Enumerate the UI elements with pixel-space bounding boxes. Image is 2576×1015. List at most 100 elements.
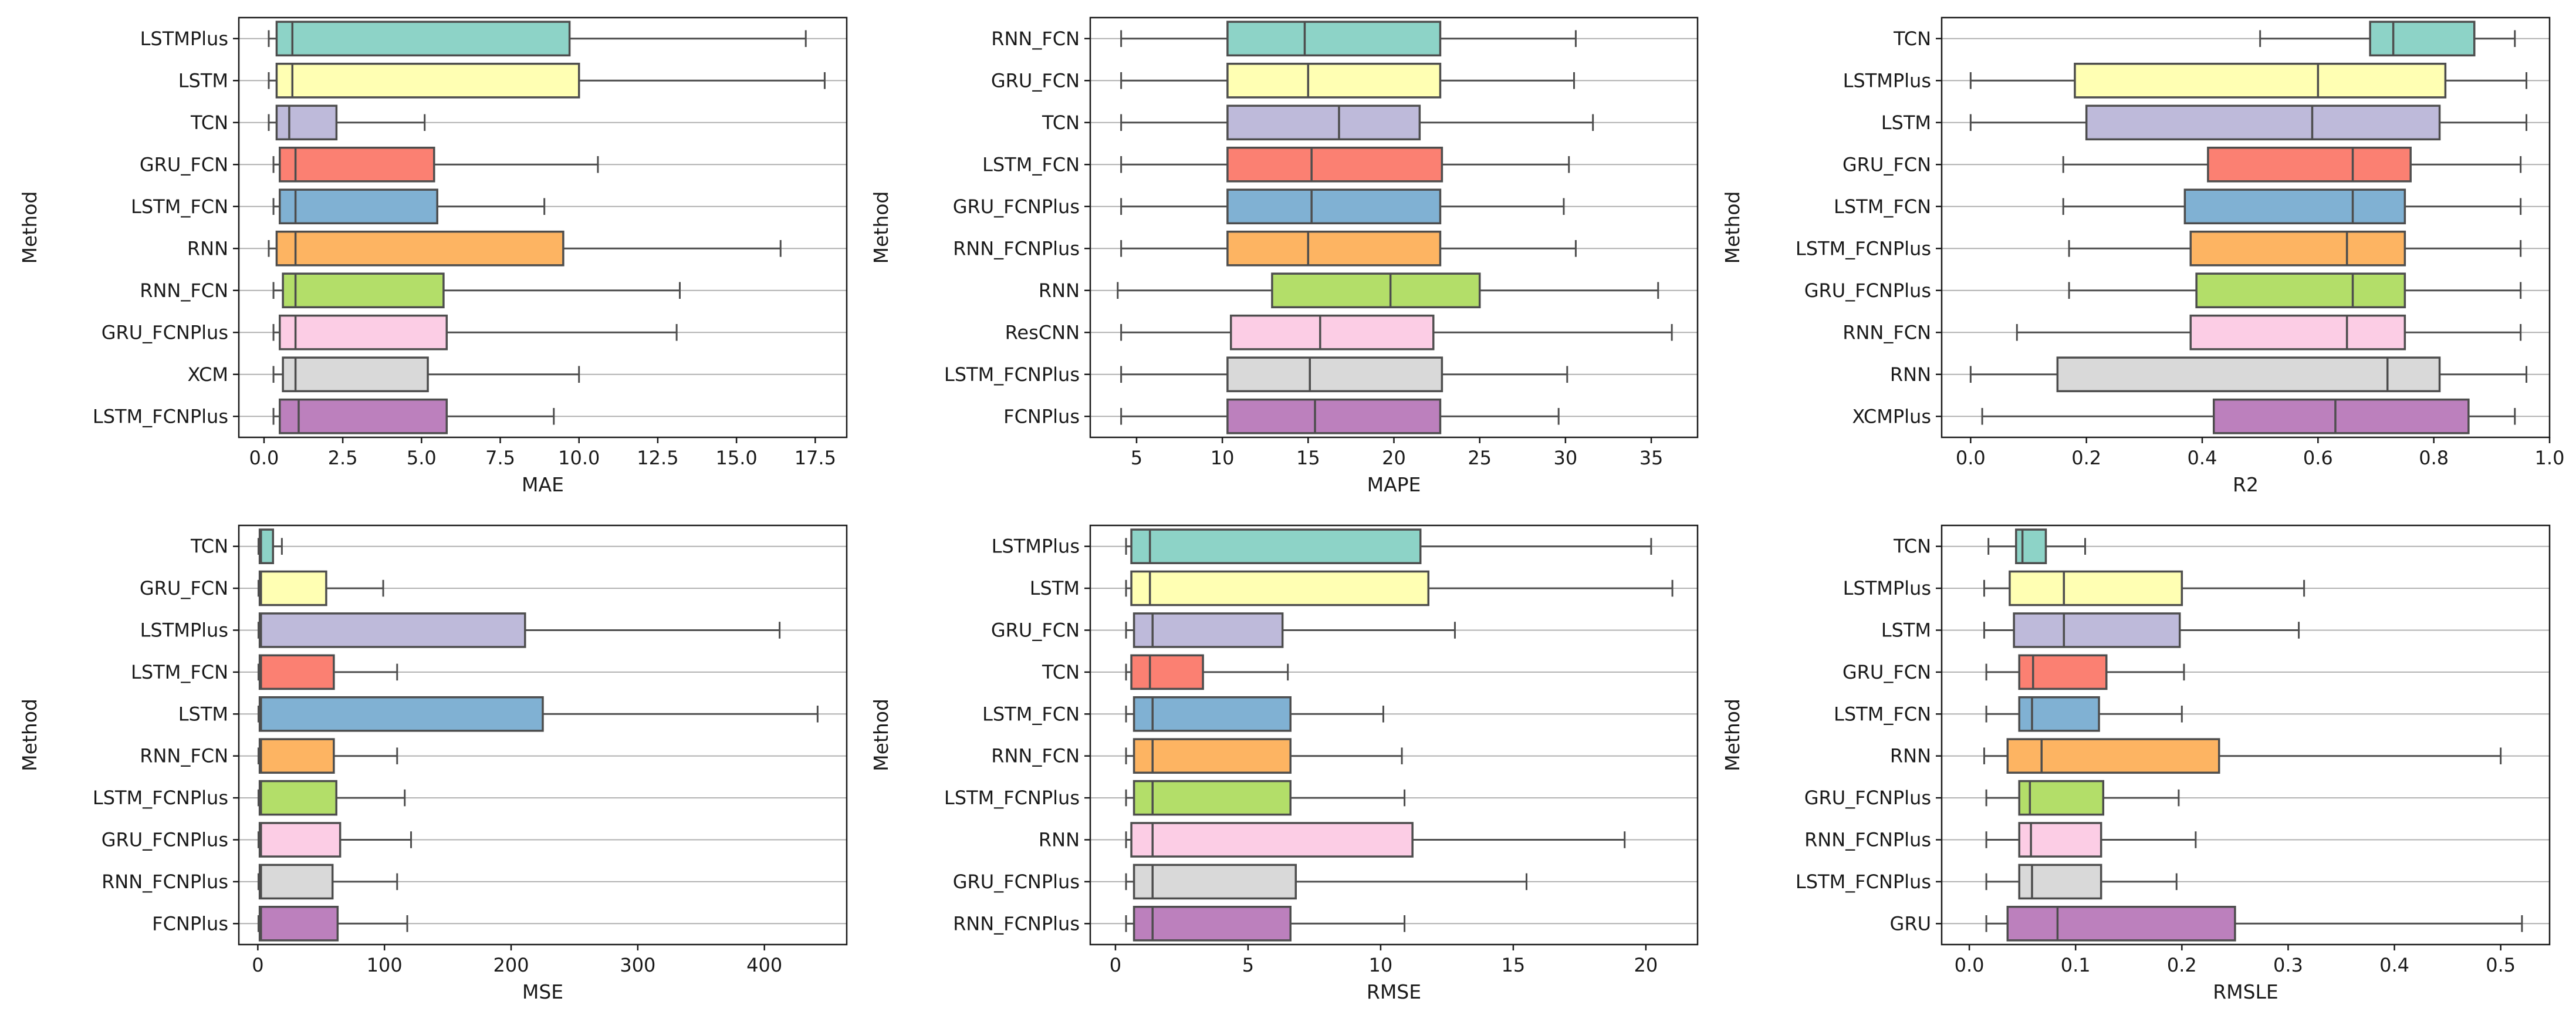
box-lstmplus bbox=[275, 21, 571, 57]
box-fcnplus bbox=[1226, 398, 1442, 434]
ytick-label-tcn: TCN bbox=[190, 535, 228, 558]
box-tcn bbox=[1130, 654, 1204, 690]
ytick-label-gru-fcnplus: GRU_FCNPlus bbox=[1804, 279, 1931, 302]
box-rnn-fcn bbox=[282, 272, 445, 309]
xtick-label: 0.0 bbox=[1956, 447, 1986, 469]
ytick-label-gru-fcnplus: GRU_FCNPlus bbox=[102, 321, 228, 343]
box-rnn bbox=[275, 230, 564, 267]
box-lstmplus bbox=[2009, 570, 2183, 606]
x-axis-label: MAE bbox=[522, 473, 564, 496]
xtick-label: 10 bbox=[1369, 954, 1393, 976]
subplot-bottom-center: LSTMPlus LSTM GRU_FCN TCN LSTM_FCN RNN_FCN LST… bbox=[870, 524, 1699, 1003]
y-axis-label: Method bbox=[18, 699, 41, 771]
ytick-label-rnn-fcn: RNN_FCN bbox=[1843, 321, 1931, 343]
ytick-label-rnn-fcnplus: RNN_FCNPlus bbox=[1804, 829, 1931, 851]
ytick-label-fcnplus: FCNPlus bbox=[1003, 405, 1080, 427]
ytick-label-xcmplus: XCMPlus bbox=[1852, 405, 1931, 427]
box-rnn bbox=[1130, 822, 1414, 858]
ytick-label-tcn: TCN bbox=[190, 112, 228, 134]
ytick-label-rnn-fcnplus: RNN_FCNPlus bbox=[953, 912, 1080, 935]
xtick-label: 15.0 bbox=[715, 447, 757, 469]
box-gru-fcn bbox=[1226, 62, 1442, 99]
box-gru-fcnplus bbox=[258, 822, 342, 858]
ytick-label-lstm-fcn: LSTM_FCN bbox=[131, 195, 228, 218]
box-gru-fcnplus bbox=[1133, 864, 1297, 900]
xtick-label: 0.0 bbox=[1955, 954, 1985, 976]
xtick-label: 7.5 bbox=[485, 447, 515, 469]
ytick-label-lstmplus: LSTMPlus bbox=[1843, 69, 1931, 92]
xtick-label: 300 bbox=[620, 954, 655, 976]
box-lstm bbox=[258, 696, 544, 732]
y-axis-label: Method bbox=[870, 191, 893, 264]
xtick-label: 10 bbox=[1211, 447, 1235, 469]
xtick-label: 17.5 bbox=[795, 447, 836, 469]
y-axis-label: Method bbox=[18, 191, 41, 264]
box-tcn bbox=[275, 104, 338, 141]
ytick-label-lstm-fcnplus: LSTM_FCNPlus bbox=[1796, 237, 1931, 259]
axes-frame bbox=[238, 16, 848, 439]
xtick-label: 15 bbox=[1296, 447, 1320, 469]
x-axis-label: MAPE bbox=[1367, 473, 1421, 496]
x-axis-label: RMSLE bbox=[2213, 980, 2278, 1003]
ytick-label-gru-fcnplus: GRU_FCNPlus bbox=[953, 871, 1080, 893]
xtick-label: 200 bbox=[493, 954, 529, 976]
box-lstm-fcn bbox=[1226, 146, 1443, 183]
axes-frame bbox=[1089, 524, 1699, 946]
box-lstm bbox=[2013, 612, 2181, 648]
ytick-label-gru-fcn: GRU_FCN bbox=[1843, 661, 1931, 683]
box-lstm bbox=[275, 62, 580, 99]
box-rnn-fcn bbox=[2189, 314, 2406, 350]
ytick-label-lstmplus: LSTMPlus bbox=[1843, 577, 1931, 599]
x-axis-label: RMSE bbox=[1367, 980, 1421, 1003]
ytick-label-rescnn: ResCNN bbox=[1005, 321, 1080, 343]
ytick-label-lstm-fcnplus: LSTM_FCNPlus bbox=[93, 787, 228, 809]
xtick-label: 20 bbox=[1382, 447, 1406, 469]
ytick-label-lstmplus: LSTMPlus bbox=[140, 28, 228, 50]
ytick-label-gru-fcnplus: GRU_FCNPlus bbox=[953, 195, 1080, 218]
xtick-label: 400 bbox=[746, 954, 782, 976]
box-gru-fcnplus bbox=[2195, 272, 2406, 309]
ytick-label-gru-fcn: GRU_FCN bbox=[991, 69, 1080, 92]
ytick-label-rnn: RNN bbox=[1039, 279, 1080, 302]
ytick-label-lstm-fcnplus: LSTM_FCNPlus bbox=[1796, 871, 1931, 893]
xtick-label: 25 bbox=[1468, 447, 1492, 469]
xtick-label: 0.8 bbox=[2419, 447, 2449, 469]
box-gru-fcn bbox=[1133, 612, 1284, 648]
ytick-label-gru-fcn: GRU_FCN bbox=[1843, 153, 1931, 176]
xtick-label: 0.1 bbox=[2061, 954, 2091, 976]
box-lstmplus bbox=[258, 612, 526, 648]
ytick-label-gru-fcn: GRU_FCN bbox=[140, 577, 228, 599]
ytick-label-fcnplus: FCNPlus bbox=[152, 912, 228, 935]
box-rnn-fcnplus bbox=[1226, 230, 1442, 267]
x-axis-label: R2 bbox=[2233, 473, 2259, 496]
ytick-label-lstm-fcn: LSTM_FCN bbox=[982, 703, 1080, 725]
y-axis-label: Method bbox=[1721, 191, 1744, 264]
box-tcn bbox=[2369, 21, 2476, 57]
ytick-label-gru-fcn: GRU_FCN bbox=[140, 153, 228, 176]
xtick-label: 0.5 bbox=[2486, 954, 2516, 976]
xtick-label: 100 bbox=[367, 954, 403, 976]
axes-frame bbox=[1941, 524, 2551, 946]
ytick-label-lstm: LSTM bbox=[178, 703, 228, 725]
ytick-label-gru: GRU bbox=[1890, 912, 1931, 935]
xtick-label: 0.2 bbox=[2071, 447, 2101, 469]
ytick-label-tcn: TCN bbox=[1893, 28, 1931, 50]
xtick-label: 5 bbox=[1131, 447, 1142, 469]
box-xcmplus bbox=[2212, 398, 2470, 434]
xtick-label: 10.0 bbox=[558, 447, 600, 469]
ytick-label-tcn: TCN bbox=[1042, 112, 1080, 134]
ytick-label-lstmplus: LSTMPlus bbox=[992, 535, 1080, 558]
xtick-label: 0 bbox=[1110, 954, 1121, 976]
box-lstm bbox=[2085, 104, 2441, 141]
box-gru-fcnplus bbox=[2018, 780, 2105, 816]
ytick-label-lstm-fcnplus: LSTM_FCNPlus bbox=[944, 787, 1080, 809]
box-lstm-fcnplus bbox=[279, 398, 448, 434]
ytick-label-lstm: LSTM bbox=[1881, 112, 1931, 134]
x-axis-label: MSE bbox=[522, 980, 563, 1003]
box-gru bbox=[2006, 905, 2236, 942]
box-lstm-fcn bbox=[258, 654, 335, 690]
ytick-label-lstm-fcn: LSTM_FCN bbox=[982, 153, 1080, 176]
ytick-label-xcm: XCM bbox=[187, 363, 228, 386]
ytick-label-rnn: RNN bbox=[187, 237, 228, 259]
